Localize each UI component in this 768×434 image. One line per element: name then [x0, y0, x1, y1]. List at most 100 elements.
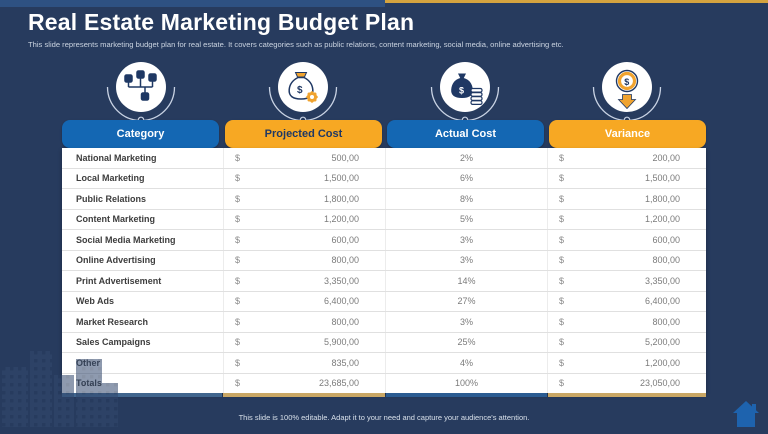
- actual-cost-cell: 14%: [385, 271, 547, 291]
- variance-cell: $1,200,00: [547, 353, 706, 373]
- page-subtitle: This slide represents marketing budget p…: [28, 40, 564, 49]
- actual-cost-cell: 2%: [385, 148, 547, 168]
- currency-symbol: $: [235, 357, 241, 368]
- currency-symbol: $: [559, 357, 565, 368]
- currency-symbol: $: [235, 173, 241, 184]
- category-cell: Social Media Marketing: [76, 234, 176, 245]
- variance-value: 800,00: [652, 255, 680, 266]
- variance-cell: $5,200,00: [547, 332, 706, 352]
- category-cell: Market Research: [76, 316, 149, 327]
- category-cell: National Marketing: [76, 152, 157, 163]
- projected-cost-value: 500,00: [331, 152, 359, 163]
- currency-symbol: $: [559, 337, 565, 348]
- money-bag-gear-icon: $: [255, 60, 351, 124]
- currency-symbol: $: [559, 296, 565, 307]
- variance-value: 23,050,00: [639, 378, 680, 389]
- actual-cost-cell: 3%: [385, 230, 547, 250]
- column-footer-strip: [548, 393, 706, 397]
- projected-cost-cell: $600,00: [223, 230, 385, 250]
- variance-cell: $3,350,00: [547, 271, 706, 291]
- table-row: Market Research $800,00 3% $800,00: [62, 312, 706, 333]
- footer-note: This slide is 100% editable. Adapt it to…: [238, 413, 530, 422]
- budget-table: National Marketing $500,00 2% $200,00 Local …: [62, 148, 706, 393]
- currency-symbol: $: [235, 296, 241, 307]
- variance-cell: $23,050,00: [547, 373, 706, 393]
- projected-cost-value: 800,00: [331, 316, 359, 327]
- variance-cell: $800,00: [547, 250, 706, 270]
- projected-cost-value: 23,685,00: [318, 378, 359, 389]
- actual-cost-cell: 6%: [385, 168, 547, 188]
- column-footer-strip: [386, 393, 547, 397]
- projected-cost-cell: $6,400,00: [223, 291, 385, 311]
- currency-symbol: $: [235, 378, 241, 389]
- projected-cost-cell: $5,900,00: [223, 332, 385, 352]
- column-header-actual-cost: Actual Cost: [387, 120, 544, 148]
- currency-symbol: $: [559, 214, 565, 225]
- actual-cost-cell: 100%: [385, 373, 547, 393]
- variance-value: 600,00: [652, 234, 680, 245]
- table-row: National Marketing $500,00 2% $200,00: [62, 148, 706, 169]
- table-row: Public Relations $1,800,00 8% $1,800,00: [62, 189, 706, 210]
- city-skyline-watermark: [0, 349, 120, 432]
- projected-cost-value: 800,00: [331, 255, 359, 266]
- currency-symbol: $: [559, 378, 565, 389]
- projected-cost-value: 835,00: [331, 357, 359, 368]
- currency-symbol: $: [559, 152, 565, 163]
- projected-cost-value: 6,400,00: [323, 296, 359, 307]
- variance-value: 1,200,00: [644, 214, 680, 225]
- table-row: Online Advertising $800,00 3% $800,00: [62, 250, 706, 271]
- projected-cost-value: 3,350,00: [323, 275, 359, 286]
- table-row: Sales Campaigns $5,900,00 25% $5,200,00: [62, 332, 706, 353]
- currency-symbol: $: [559, 173, 565, 184]
- variance-value: 1,800,00: [644, 193, 680, 204]
- table-row: Other$835,004%$1,200,00: [62, 353, 706, 374]
- variance-cell: $600,00: [547, 230, 706, 250]
- category-cell: Print Advertisement: [76, 275, 162, 286]
- money-sack-coins-icon: $: [417, 60, 513, 124]
- home-icon: [731, 399, 761, 434]
- category-cell: Content Marketing: [76, 214, 156, 225]
- column-footer-strip: [223, 393, 385, 397]
- projected-cost-cell: $835,00: [223, 353, 385, 373]
- svg-text:$: $: [459, 86, 464, 96]
- variance-cell: $800,00: [547, 312, 706, 332]
- category-cell: Web Ads: [76, 296, 115, 307]
- column-header-variance: Variance: [549, 120, 706, 148]
- currency-symbol: $: [235, 255, 241, 266]
- currency-symbol: $: [559, 193, 565, 204]
- projected-cost-cell: $800,00: [223, 250, 385, 270]
- projected-cost-cell: $23,685,00: [223, 373, 385, 393]
- column-header-category: Category: [62, 120, 219, 148]
- projected-cost-value: 600,00: [331, 234, 359, 245]
- projected-cost-value: 1,800,00: [323, 193, 359, 204]
- variance-cell: $6,400,00: [547, 291, 706, 311]
- currency-symbol: $: [235, 214, 241, 225]
- variance-value: 200,00: [652, 152, 680, 163]
- table-row: Content Marketing $1,200,00 5% $1,200,00: [62, 209, 706, 230]
- projected-cost-value: 1,500,00: [323, 173, 359, 184]
- variance-value: 6,400,00: [644, 296, 680, 307]
- currency-symbol: $: [559, 234, 565, 245]
- currency-symbol: $: [235, 275, 241, 286]
- top-strip-gold: [385, 0, 768, 3]
- actual-cost-cell: 25%: [385, 332, 547, 352]
- table-row: Web Ads $6,400,00 27% $6,400,00: [62, 291, 706, 312]
- variance-cell: $1,800,00: [547, 189, 706, 209]
- variance-value: 5,200,00: [644, 337, 680, 348]
- svg-text:$: $: [624, 77, 629, 87]
- projected-cost-cell: $1,200,00: [223, 209, 385, 229]
- actual-cost-cell: 8%: [385, 189, 547, 209]
- currency-symbol: $: [559, 255, 565, 266]
- page-title: Real Estate Marketing Budget Plan: [28, 9, 415, 35]
- top-strip-blue: [0, 0, 385, 7]
- coin-down-arrow-icon: $: [579, 60, 675, 124]
- variance-value: 800,00: [652, 316, 680, 327]
- projected-cost-cell: $1,800,00: [223, 189, 385, 209]
- currency-symbol: $: [235, 337, 241, 348]
- variance-value: 3,350,00: [644, 275, 680, 286]
- currency-symbol: $: [559, 275, 565, 286]
- projected-cost-cell: $3,350,00: [223, 271, 385, 291]
- projected-cost-value: 5,900,00: [323, 337, 359, 348]
- currency-symbol: $: [235, 193, 241, 204]
